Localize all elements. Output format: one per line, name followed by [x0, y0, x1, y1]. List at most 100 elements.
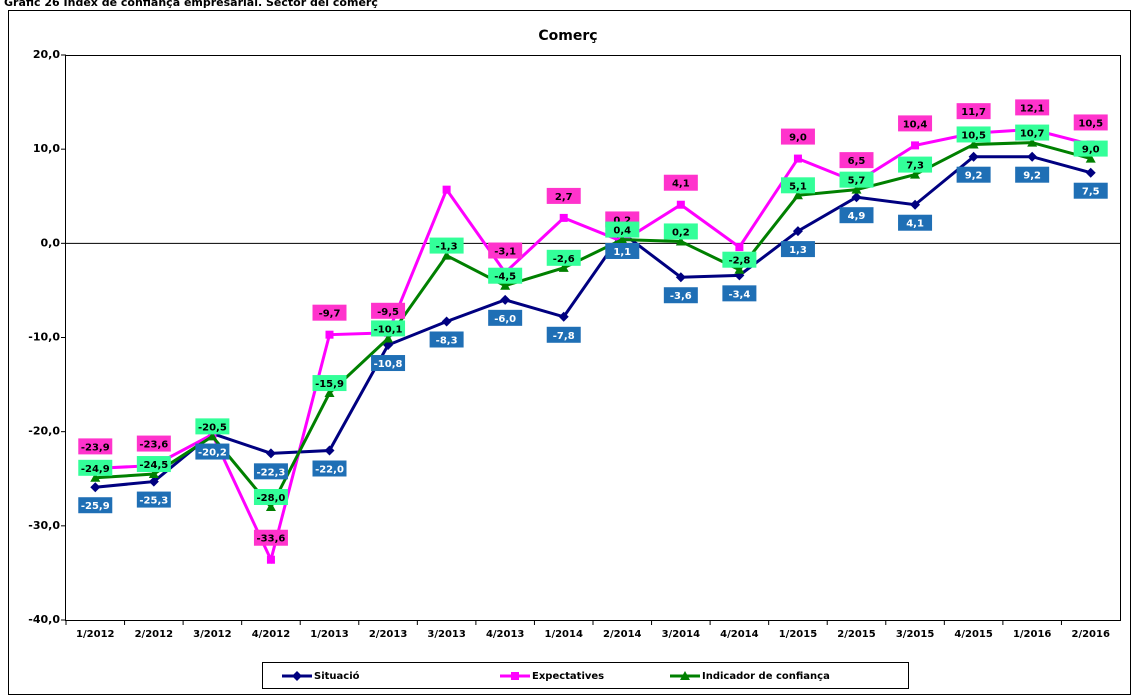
x-tick-label: 3/2013 — [427, 629, 465, 640]
data-label: -8,3 — [436, 335, 458, 346]
chart-title: Comerç — [538, 28, 597, 44]
data-label-box — [839, 171, 874, 188]
data-label-box — [488, 309, 523, 326]
data-label: 12,1 — [1020, 103, 1045, 114]
data-label: 9,2 — [1023, 171, 1041, 182]
data-label-box — [898, 156, 933, 173]
data-point — [910, 169, 921, 179]
data-label: -10,1 — [374, 324, 403, 335]
data-point — [558, 311, 569, 322]
data-label: -9,7 — [319, 309, 341, 320]
data-label-box — [605, 221, 640, 238]
data-label-box — [253, 463, 288, 480]
data-point — [676, 200, 685, 209]
data-label: -25,3 — [139, 496, 168, 507]
data-label: 9,0 — [789, 133, 807, 144]
data-label: 7,5 — [1082, 187, 1100, 198]
data-label: -28,0 — [257, 493, 286, 504]
data-label-box — [312, 460, 347, 477]
data-point — [90, 482, 101, 493]
data-label-box — [312, 375, 347, 392]
data-point — [1027, 151, 1038, 162]
data-label: -22,3 — [257, 467, 286, 478]
x-tick-label: 3/2012 — [193, 629, 231, 640]
data-label-box — [312, 304, 347, 321]
data-label: 0,2 — [672, 227, 690, 238]
y-tick-label: -40,0 — [28, 613, 60, 626]
data-point — [617, 234, 628, 244]
data-point — [324, 445, 335, 456]
data-label: 2,7 — [555, 192, 573, 203]
data-label-box — [429, 237, 464, 254]
data-label-box — [488, 242, 523, 259]
data-label: -2,6 — [553, 254, 575, 265]
x-tick-label: 1/2013 — [310, 629, 348, 640]
figure-caption: Gràfic 26 Índex de confiança empresarial… — [4, 0, 378, 9]
x-tick-label: 4/2015 — [954, 629, 992, 640]
y-tick-label: -30,0 — [28, 519, 60, 532]
data-label-box — [1073, 182, 1108, 199]
data-point — [911, 141, 920, 150]
data-point — [675, 272, 686, 283]
data-point — [207, 431, 218, 441]
legend-label: Expectatives — [532, 671, 604, 682]
data-point — [793, 154, 802, 163]
data-point — [266, 555, 275, 564]
data-label: -24,9 — [81, 464, 110, 475]
x-tick-label: 2/2012 — [135, 629, 173, 640]
data-point — [735, 243, 744, 252]
data-point — [500, 280, 511, 290]
data-label-box — [78, 438, 113, 455]
x-tick-label: 2/2014 — [603, 629, 641, 640]
data-label: -1,3 — [436, 242, 458, 253]
data-label: 1,3 — [789, 245, 807, 256]
data-label-box — [546, 249, 581, 266]
data-point — [675, 236, 686, 246]
legend-label: Situació — [314, 670, 360, 682]
y-tick-label: 0,0 — [41, 236, 61, 249]
data-label-box — [780, 177, 815, 194]
data-label: 9,2 — [965, 171, 983, 182]
x-tick-label: 2/2015 — [837, 629, 875, 640]
data-label-box — [78, 459, 113, 476]
x-tick-label: 4/2012 — [252, 629, 290, 640]
data-label-box — [898, 115, 933, 132]
data-point — [148, 469, 159, 479]
data-label: 10,5 — [1078, 118, 1103, 129]
data-point — [1027, 137, 1038, 147]
data-label: 11,7 — [961, 107, 986, 118]
data-label: 10,7 — [1020, 129, 1045, 140]
x-tick-label: 4/2014 — [720, 629, 758, 640]
data-label: -3,4 — [728, 289, 750, 300]
data-label-box — [488, 267, 523, 284]
data-point — [910, 199, 921, 210]
data-label-box — [663, 287, 698, 304]
data-label-box — [429, 331, 464, 348]
data-label: -10,8 — [374, 359, 403, 370]
y-tick-label: -10,0 — [28, 331, 60, 344]
data-label-box — [780, 241, 815, 258]
data-label: -20,5 — [198, 422, 227, 433]
data-label: -22,0 — [315, 465, 344, 476]
data-point — [441, 250, 452, 260]
data-point — [265, 448, 276, 459]
data-label-box — [371, 320, 406, 337]
data-point — [90, 472, 101, 482]
data-label: -23,6 — [139, 440, 168, 451]
data-label-box — [605, 242, 640, 259]
data-label-box — [195, 418, 230, 435]
data-label: 5,7 — [848, 176, 866, 187]
y-tick-label: 20,0 — [33, 48, 60, 61]
data-label: -20,2 — [198, 448, 227, 459]
data-point — [441, 316, 452, 327]
data-label-box — [722, 251, 757, 268]
data-label-box — [371, 355, 406, 372]
x-tick-label: 1/2014 — [544, 629, 582, 640]
data-label: 5,1 — [789, 181, 807, 192]
data-point — [265, 502, 276, 511]
x-tick-label: 1/2015 — [779, 629, 817, 640]
data-point — [1085, 167, 1096, 178]
data-label: -9,5 — [377, 307, 399, 318]
data-label: 0,2 — [613, 215, 631, 226]
data-label-box — [78, 497, 113, 514]
